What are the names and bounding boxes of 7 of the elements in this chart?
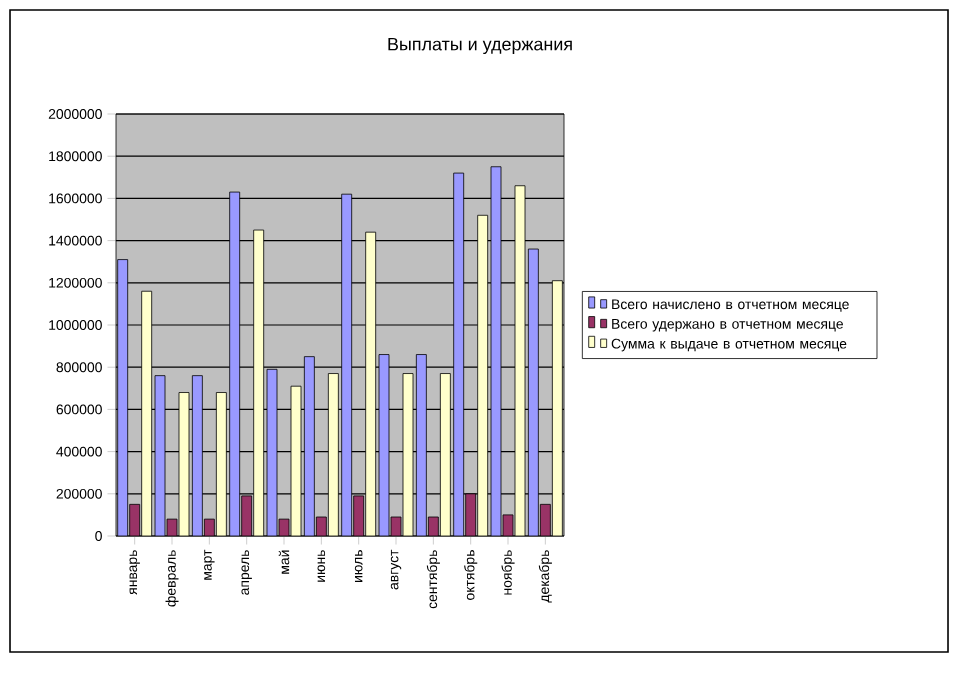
bar: [453, 172, 465, 536]
bar: [229, 191, 241, 536]
bar: [117, 259, 128, 536]
bar: [477, 214, 489, 536]
chart-title: Выплаты и удержания: [388, 37, 572, 55]
bar: [341, 193, 353, 536]
bar: [551, 280, 563, 536]
